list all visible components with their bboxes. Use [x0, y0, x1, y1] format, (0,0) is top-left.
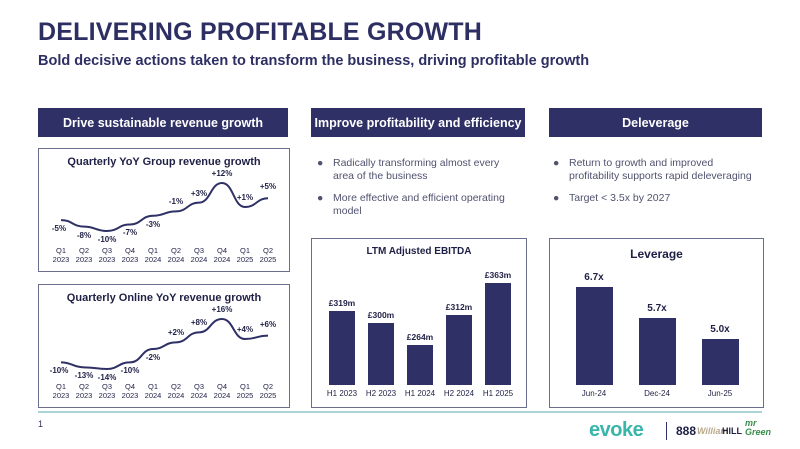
x-tick-label: Q2 2024	[167, 382, 185, 400]
x-tick-label: Q3 2023	[98, 382, 116, 400]
x-tick-label: Q1 2025	[236, 382, 254, 400]
888-logo: 888	[676, 424, 697, 438]
series-line	[60, 181, 269, 233]
bullet-item: ● Radically transforming almost every are…	[317, 157, 500, 182]
column-header-profitability: Improve profitability and efficiency	[311, 108, 525, 137]
page-number: 1	[38, 419, 44, 429]
chart-title: Leverage	[630, 247, 683, 261]
bullet-dot-icon: ●	[317, 157, 324, 169]
x-tick-label: Q4 2024	[213, 246, 231, 264]
x-tick-label: Q2 2025	[259, 246, 277, 264]
data-label: -8%	[76, 230, 92, 240]
data-label: +5%	[259, 182, 277, 192]
data-label: -14%	[97, 373, 117, 382]
bullet-item: ● Return to growth and improved profitabi…	[553, 157, 752, 182]
chart-title: Quarterly YoY Group revenue growth	[67, 156, 261, 168]
bar-category-label: H1 2025	[482, 389, 514, 398]
bar-value-label: £312m	[445, 302, 473, 313]
bar	[329, 310, 355, 385]
x-tick-label: Q1 2024	[144, 382, 162, 400]
bullet-dot-icon: ●	[553, 192, 560, 204]
bar-category-label: Jun-24	[581, 389, 607, 398]
page-title: DELIVERING PROFITABLE GROWTH	[38, 18, 483, 46]
data-label: +16%	[211, 305, 233, 314]
bullet-dot-icon: ●	[553, 157, 560, 169]
bar	[701, 339, 739, 385]
x-tick-label: Q2 2024	[167, 246, 185, 264]
x-tick-label: Q4 2023	[121, 246, 139, 264]
bar-category-label: H1 2024	[404, 389, 436, 398]
bar-value-label: £264m	[406, 332, 434, 343]
data-label: -10%	[97, 235, 117, 244]
x-tick-label: Q1 2023	[52, 382, 70, 400]
x-tick-label: Q4 2023	[121, 382, 139, 400]
data-label: -3%	[145, 219, 161, 229]
data-label: -13%	[74, 371, 94, 381]
data-label: -1%	[168, 197, 184, 207]
bar-value-label: 6.7x	[584, 272, 604, 284]
x-tick-label: Q3 2024	[190, 382, 208, 400]
data-label: +12%	[211, 169, 233, 178]
william-logo: William	[697, 426, 729, 436]
x-tick-label: Q2 2023	[75, 246, 93, 264]
data-label: +1%	[236, 193, 254, 202]
chart-title: LTM Adjusted EBITDA	[366, 246, 472, 257]
mr-green-logo: mr Green	[745, 418, 772, 437]
x-tick-label: Q4 2024	[213, 382, 231, 400]
bar-category-label: Jun-25	[707, 389, 733, 398]
data-label: +3%	[190, 188, 208, 198]
x-tick-label: Q1 2024	[144, 246, 162, 264]
data-label: +6%	[259, 319, 277, 329]
chart-title: Quarterly Online YoY revenue growth	[66, 292, 262, 304]
bar-category-label: H1 2023	[326, 389, 358, 398]
data-label: +8%	[190, 318, 208, 328]
x-tick-label: Q2 2023	[75, 382, 93, 400]
x-tick-label: Q3 2023	[98, 246, 116, 264]
bar-value-label: 5.0x	[710, 324, 730, 336]
data-label: -5%	[51, 224, 67, 234]
bar	[638, 317, 676, 385]
online-revenue-growth-chart: Quarterly Online YoY revenue growth -10%…	[38, 284, 290, 408]
logo-separator	[666, 422, 667, 440]
bar	[368, 322, 394, 385]
line-chart-svg	[60, 317, 269, 371]
column-header-revenue: Drive sustainable revenue growth	[38, 108, 288, 137]
group-revenue-growth-chart: Quarterly YoY Group revenue growth -5% Q1…	[38, 148, 290, 272]
x-tick-label: Q3 2024	[190, 246, 208, 264]
bar	[485, 283, 511, 385]
data-label: -10%	[49, 366, 69, 376]
bar	[446, 315, 472, 385]
bar-value-label: £300m	[367, 309, 395, 320]
hill-logo: HILL	[722, 426, 742, 436]
bar	[575, 287, 613, 385]
bar-value-label: £319m	[328, 297, 356, 308]
line-chart-svg	[60, 181, 269, 233]
ebitda-chart: LTM Adjusted EBITDA £319m H1 2023 £300m H2 …	[311, 238, 527, 408]
profitability-bullets: ● Radically transforming almost every are…	[317, 157, 512, 227]
data-label: -10%	[120, 366, 140, 376]
evoke-logo: evoke	[589, 419, 644, 441]
data-label: -7%	[122, 228, 138, 238]
bullet-item: ● Target < 3.5x by 2027	[553, 192, 671, 204]
bar-value-label: 5.7x	[647, 302, 667, 314]
x-tick-label: Q1 2025	[236, 246, 254, 264]
bar-category-label: Dec-24	[644, 389, 670, 398]
deleverage-bullets: ● Return to growth and improved profitabi…	[553, 157, 758, 214]
bar-category-label: H2 2024	[443, 389, 475, 398]
data-label: +4%	[236, 325, 254, 334]
leverage-chart: Leverage 6.7x Jun-24 5.7x Dec-24 5.0x Jun-25	[549, 238, 764, 408]
bullet-dot-icon: ●	[317, 192, 324, 204]
footer-divider	[38, 411, 762, 413]
bar-category-label: H2 2023	[365, 389, 397, 398]
x-tick-label: Q2 2025	[259, 382, 277, 400]
bullet-item: ● More effective and efficient operating …	[317, 192, 505, 217]
column-header-deleverage: Deleverage	[549, 108, 762, 137]
data-label: +2%	[167, 328, 185, 338]
x-tick-label: Q1 2023	[52, 246, 70, 264]
series-line	[60, 317, 269, 371]
bar-value-label: £363m	[484, 270, 512, 281]
data-label: -2%	[145, 353, 161, 362]
bar	[407, 345, 433, 385]
page-subtitle: Bold decisive actions taken to transform…	[38, 53, 590, 69]
